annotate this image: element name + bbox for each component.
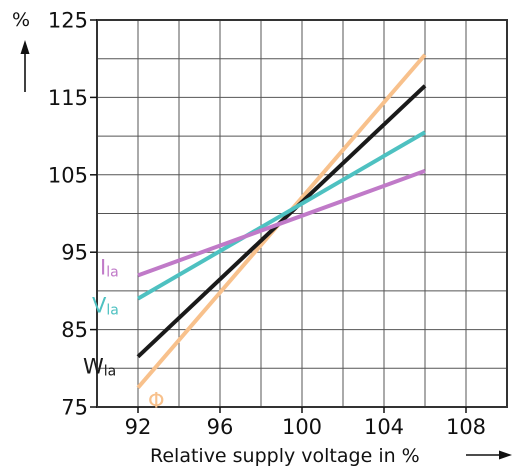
- x-tick-label: 100: [282, 415, 322, 439]
- y-tick-label: 115: [48, 86, 88, 110]
- y-tick-label: 95: [61, 241, 88, 265]
- series-label: Wla: [83, 355, 116, 380]
- y-axis-title: %: [12, 9, 30, 31]
- series-line-vla: [136, 130, 427, 301]
- series-line-ila: [137, 169, 426, 278]
- series-label-sub: la: [106, 303, 118, 319]
- x-tick-label: 92: [125, 415, 152, 439]
- tick-labels: 75 85 95 105 115 125 92 96 100 104 108: [48, 9, 486, 440]
- series-label: Φ: [148, 389, 165, 413]
- x-axis-title: Relative supply voltage in %: [150, 445, 420, 467]
- series-label-main: W: [83, 355, 104, 379]
- x-axis-arrow-head: [499, 450, 512, 460]
- x-tick-label: 96: [207, 415, 234, 439]
- series-label-sub: la: [106, 264, 118, 280]
- y-axis-arrow-head: [20, 40, 30, 54]
- y-tick-label: 75: [61, 396, 88, 420]
- series-label-main: V: [92, 294, 107, 318]
- x-tick-label: 108: [446, 415, 486, 439]
- series-label-main: Φ: [148, 389, 165, 413]
- series-label: Ila: [100, 255, 119, 280]
- y-tick-label: 125: [48, 9, 88, 33]
- grid: [96, 19, 508, 408]
- series-label: Vla: [92, 294, 119, 319]
- series-label-sub: la: [104, 364, 116, 380]
- x-tick-label: 104: [364, 415, 404, 439]
- y-tick-label: 105: [48, 163, 88, 187]
- series-label-main: I: [100, 255, 106, 279]
- y-tick-label: 85: [61, 318, 88, 342]
- axes: % Relative supply voltage in %: [12, 9, 512, 467]
- series-group: [136, 53, 427, 389]
